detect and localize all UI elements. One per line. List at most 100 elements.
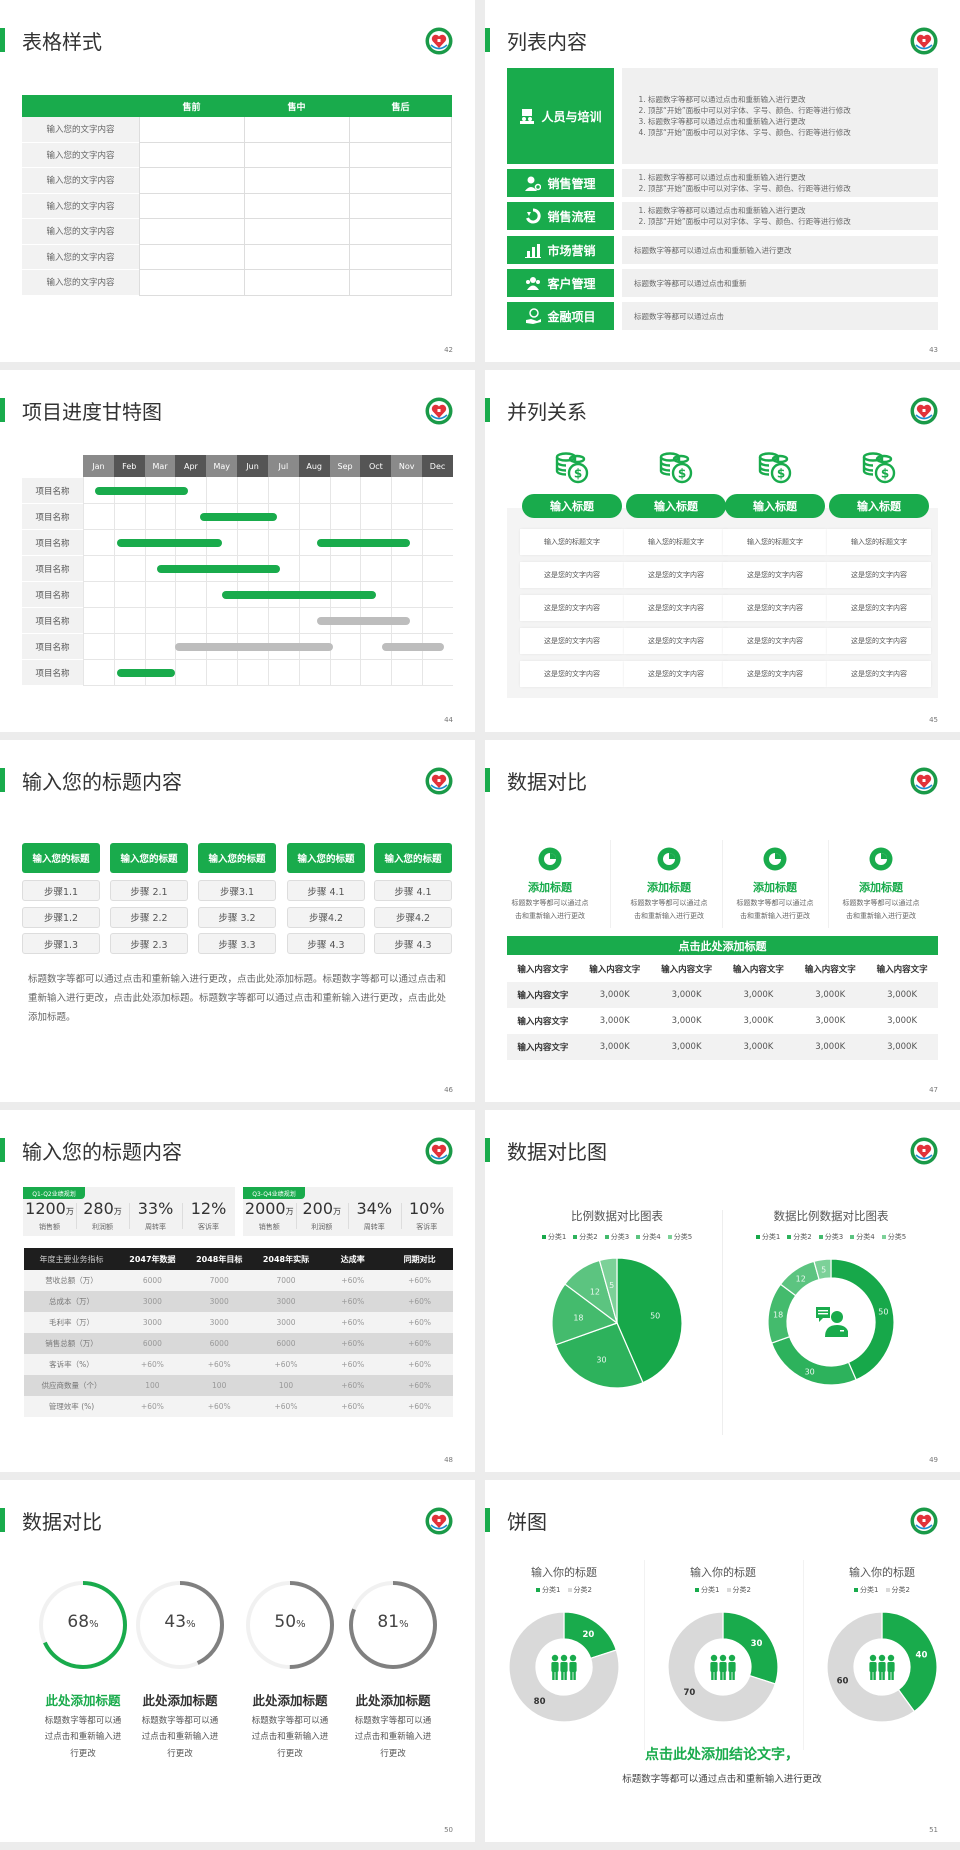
logo-icon	[425, 1507, 453, 1535]
column-heading-pill[interactable]: 输入标题	[725, 494, 825, 518]
table-cell[interactable]	[349, 270, 452, 296]
column-cell[interactable]: 输入您的标题文字	[827, 529, 931, 555]
column-heading-pill[interactable]: 输入标题	[626, 494, 726, 518]
column-cell[interactable]: 输入您的标题文字	[520, 529, 624, 555]
table-cell[interactable]	[244, 193, 349, 219]
column-cell[interactable]: 这是您的文字内容	[624, 595, 728, 621]
column-cell[interactable]: 这是您的文字内容	[723, 595, 827, 621]
step-box[interactable]: 步骤 4.1	[287, 880, 365, 901]
column-cell[interactable]: 这是您的文字内容	[520, 595, 624, 621]
column-cell[interactable]: 这是您的文字内容	[624, 562, 728, 588]
table-cell[interactable]	[139, 244, 244, 270]
table-cell[interactable]	[349, 219, 452, 245]
column-cell[interactable]: 这是您的文字内容	[723, 562, 827, 588]
step-box[interactable]: 步骤4.2	[287, 906, 365, 928]
gantt-bar[interactable]	[156, 565, 281, 573]
list-item-label-box[interactable]: 人员与培训	[507, 68, 614, 164]
table-cell[interactable]	[349, 168, 452, 194]
step-box[interactable]: 步骤 4.1	[374, 880, 452, 901]
step-box[interactable]: 步骤 2.1	[110, 880, 188, 901]
table-cell[interactable]	[139, 193, 244, 219]
table-cell[interactable]	[244, 270, 349, 296]
step-heading[interactable]: 输入您的标题	[374, 843, 452, 873]
table-cell[interactable]	[139, 270, 244, 296]
table-cell[interactable]	[349, 244, 452, 270]
gantt-row-line	[83, 581, 453, 582]
column-cell[interactable]: 这是您的文字内容	[827, 661, 931, 687]
table-cell[interactable]	[139, 168, 244, 194]
kpi-group-tag: Q3-Q4业绩规划	[243, 1187, 305, 1199]
slide-title: 并列关系	[507, 400, 587, 424]
logo-icon	[910, 1507, 938, 1535]
gantt-bar[interactable]	[175, 643, 333, 651]
column-cell[interactable]: 这是您的文字内容	[827, 562, 931, 588]
gantt-bar[interactable]	[317, 539, 410, 547]
step-heading[interactable]: 输入您的标题	[22, 843, 100, 873]
table-cell[interactable]	[244, 117, 349, 143]
table-cell[interactable]	[139, 142, 244, 168]
step-box[interactable]: 步骤 2.3	[110, 933, 188, 954]
step-box[interactable]: 步骤4.2	[374, 906, 452, 928]
column-cell[interactable]: 这是您的文字内容	[520, 628, 624, 654]
table-cell[interactable]	[244, 168, 349, 194]
column-cell[interactable]: 输入您的标题文字	[723, 529, 827, 555]
table-banner[interactable]: 点击此处添加标题	[507, 936, 938, 955]
list-item-label-box[interactable]: 销售流程	[507, 202, 614, 230]
table-cell[interactable]	[349, 117, 452, 143]
kpi-number: 34%	[356, 1199, 393, 1218]
feature-description: 击和重新输入进行更改	[515, 911, 585, 920]
table-row	[24, 1291, 453, 1312]
column-heading-pill[interactable]: 输入标题	[522, 494, 622, 518]
table-cell[interactable]	[139, 219, 244, 245]
kpi-label: 周转率	[363, 1222, 385, 1231]
conclusion-text[interactable]: 点击此处添加结论文字，	[645, 1747, 799, 1763]
step-heading[interactable]: 输入您的标题	[110, 843, 188, 873]
list-item-label: 销售管理	[547, 176, 596, 191]
column-heading-pill[interactable]: 输入标题	[829, 494, 929, 518]
list-item-label: 人员与培训	[541, 109, 602, 124]
table-cell[interactable]	[349, 193, 452, 219]
list-item-label-box[interactable]: 市场营销	[507, 236, 614, 264]
slide-42: 表格样式 42 售前 售中 售后 输入您的文字内容 输入您的文字内容 输入您的文字内容 输入您的…	[0, 0, 475, 362]
table-cell[interactable]	[349, 142, 452, 168]
gantt-bar[interactable]	[382, 643, 444, 651]
step-box[interactable]: 步骤 3.2	[198, 906, 276, 928]
step-box[interactable]: 步骤1.1	[22, 880, 100, 901]
column-cell[interactable]: 这是您的文字内容	[723, 628, 827, 654]
table-cell[interactable]	[244, 244, 349, 270]
step-box[interactable]: 步骤 4.3	[374, 933, 452, 954]
step-box[interactable]: 步骤 2.2	[110, 906, 188, 928]
gantt-bar[interactable]	[317, 617, 410, 625]
column-cell[interactable]: 这是您的文字内容	[827, 595, 931, 621]
table-cell[interactable]	[244, 142, 349, 168]
step-heading[interactable]: 输入您的标题	[198, 843, 276, 873]
legend-label: 分类1	[701, 1586, 720, 1594]
list-item-label-box[interactable]: 客户管理	[507, 269, 614, 297]
column-cell[interactable]: 这是您的文字内容	[520, 661, 624, 687]
step-box[interactable]: 步骤 4.3	[287, 933, 365, 954]
page-number: 45	[929, 716, 938, 724]
gantt-bar[interactable]	[116, 669, 176, 677]
gantt-bar[interactable]	[221, 591, 376, 599]
step-box[interactable]: 步骤1.2	[22, 906, 100, 928]
gantt-bar[interactable]	[200, 513, 278, 521]
column-cell[interactable]: 这是您的文字内容	[520, 562, 624, 588]
column-cell[interactable]: 这是您的文字内容	[624, 661, 728, 687]
gantt-bar[interactable]	[116, 539, 222, 547]
column-cell[interactable]: 这是您的文字内容	[624, 628, 728, 654]
table-cell[interactable]	[244, 219, 349, 245]
list-item-label-box[interactable]: 金融项目	[507, 302, 614, 330]
column-cell[interactable]: 输入您的标题文字	[624, 529, 728, 555]
list-item-label-box[interactable]: 销售管理	[507, 169, 614, 197]
step-box[interactable]: 步骤3.1	[198, 880, 276, 901]
gantt-bar[interactable]	[95, 487, 188, 495]
step-heading[interactable]: 输入您的标题	[287, 843, 365, 873]
step-box[interactable]: 步骤 3.3	[198, 933, 276, 954]
table-cell[interactable]	[139, 117, 244, 143]
legend-item: 分类1	[854, 1585, 879, 1595]
table-cell: 3,000K	[671, 1016, 702, 1026]
column-cell[interactable]: 这是您的文字内容	[723, 661, 827, 687]
kpi-number: 33%	[137, 1199, 174, 1218]
step-box[interactable]: 步骤1.3	[22, 933, 100, 954]
column-cell[interactable]: 这是您的文字内容	[827, 628, 931, 654]
